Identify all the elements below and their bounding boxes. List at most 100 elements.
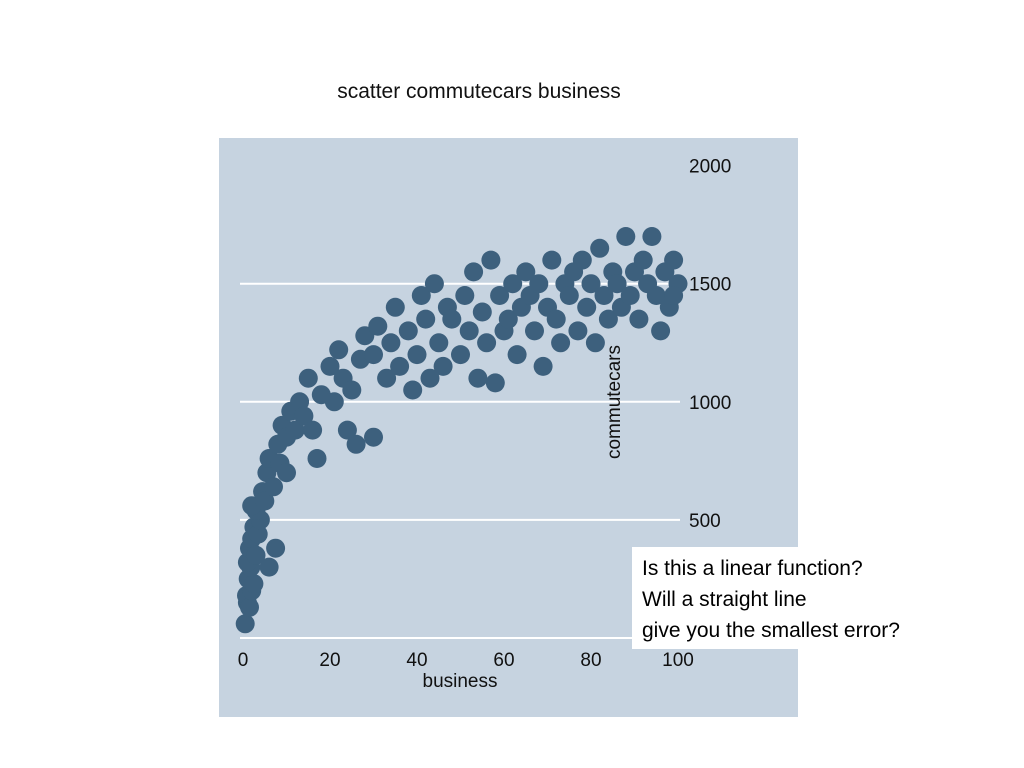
scatter-point <box>248 524 268 544</box>
scatter-point <box>572 250 592 270</box>
scatter-point <box>551 333 571 353</box>
points-layer <box>235 227 688 634</box>
x-tick-labels: 0 20 40 60 80 100 <box>238 650 694 671</box>
scatter-point <box>368 316 388 336</box>
scatter-point <box>629 309 649 329</box>
scatter-point <box>590 238 610 258</box>
scatter-point <box>264 477 283 497</box>
scatter-point <box>285 420 305 440</box>
scatter-point <box>594 286 614 305</box>
scatter-point <box>346 434 366 454</box>
x-tick-label: 80 <box>580 650 601 671</box>
x-tick-label: 60 <box>493 650 514 671</box>
scatter-point <box>420 368 440 388</box>
scatter-point <box>503 274 523 294</box>
scatter-point <box>403 380 423 400</box>
scatter-point <box>472 302 492 322</box>
x-tick-label: 0 <box>238 650 249 671</box>
scatter-point <box>477 333 497 353</box>
scatter-point <box>642 227 662 246</box>
scatter-point <box>533 356 553 376</box>
scatter-point <box>355 326 375 346</box>
scatter-point <box>277 463 296 483</box>
scatter-point <box>320 356 340 376</box>
scatter-point <box>342 380 362 400</box>
scatter-point <box>568 321 588 341</box>
scatter-point <box>585 333 605 353</box>
scatter-point <box>581 274 601 294</box>
scatter-point <box>525 321 544 341</box>
scatter-point <box>407 345 427 365</box>
scatter-point <box>451 345 470 365</box>
scatter-point <box>329 340 349 360</box>
scatter-point <box>266 538 286 558</box>
scatter-point <box>646 286 666 305</box>
scatter-point <box>303 420 323 440</box>
scatter-point <box>633 250 653 270</box>
scatter-point <box>664 286 684 305</box>
scatter-point <box>385 297 405 317</box>
scatter-point <box>390 356 410 376</box>
scatter-point <box>246 545 266 565</box>
scatter-point <box>307 449 327 468</box>
chart-svg: 500 1000 1500 2000 0 20 40 60 80 100 business co… <box>219 138 798 717</box>
scatter-point <box>607 274 627 294</box>
scatter-point <box>598 309 618 329</box>
scatter-point <box>577 297 597 317</box>
scatter-point <box>559 286 579 305</box>
y-tick-label: 1000 <box>689 393 731 414</box>
x-tick-label: 100 <box>662 650 694 671</box>
x-tick-label: 20 <box>319 650 340 671</box>
scatter-point <box>364 427 383 447</box>
scatter-point <box>481 250 501 270</box>
gridlines <box>240 282 680 639</box>
scatter-point <box>424 274 444 294</box>
scatter-point <box>381 333 401 353</box>
callout-line-1: Is this a linear function? <box>642 557 863 580</box>
x-axis-label: business <box>423 671 498 692</box>
scatter-point <box>377 368 397 388</box>
y-tick-label: 1500 <box>689 275 731 296</box>
scatter-point <box>364 345 383 365</box>
scatter-point <box>298 368 318 388</box>
y-axis-label: commutecars <box>604 345 625 459</box>
scatter-point <box>651 321 671 341</box>
scatter-point <box>664 250 684 270</box>
scatter-point <box>398 321 418 341</box>
scatter-point <box>620 286 640 305</box>
scatter-point <box>464 262 484 282</box>
scatter-point <box>616 227 636 246</box>
y-tick-label: 2000 <box>689 157 731 178</box>
scatter-point <box>255 491 275 511</box>
y-tick-label: 500 <box>689 511 721 532</box>
scatter-point <box>240 597 259 617</box>
callout-line-2: Will a straight line <box>642 588 807 611</box>
scatter-point <box>490 286 510 305</box>
scatter-point <box>429 333 449 353</box>
question-callout: Is this a linear function? Will a straig… <box>632 547 942 649</box>
scatter-point <box>259 557 279 577</box>
scatter-point <box>324 392 344 412</box>
x-tick-label: 40 <box>406 650 427 671</box>
slide-title: scatter commutecars business <box>337 80 621 103</box>
scatter-point <box>235 614 255 634</box>
scatter-point <box>442 309 462 329</box>
scatter-point <box>257 463 277 483</box>
scatter-point <box>485 373 505 393</box>
scatter-point <box>507 345 527 365</box>
scatter-point <box>516 262 536 282</box>
scatter-point <box>244 574 264 594</box>
scatter-point <box>468 368 488 388</box>
scatter-point <box>542 250 562 270</box>
scatter-point <box>416 309 436 329</box>
scatter-point <box>546 309 566 329</box>
callout-line-3: give you the smallest error? <box>642 619 900 642</box>
scatter-point <box>459 321 479 341</box>
scatter-point <box>337 420 357 440</box>
scatter-point <box>411 286 431 305</box>
y-tick-labels: 500 1000 1500 2000 <box>689 157 731 532</box>
scatter-point <box>529 274 549 294</box>
scatter-point <box>294 406 314 426</box>
scatter-point <box>455 286 475 305</box>
scatter-chart: 500 1000 1500 2000 0 20 40 60 80 100 business co… <box>219 138 798 717</box>
